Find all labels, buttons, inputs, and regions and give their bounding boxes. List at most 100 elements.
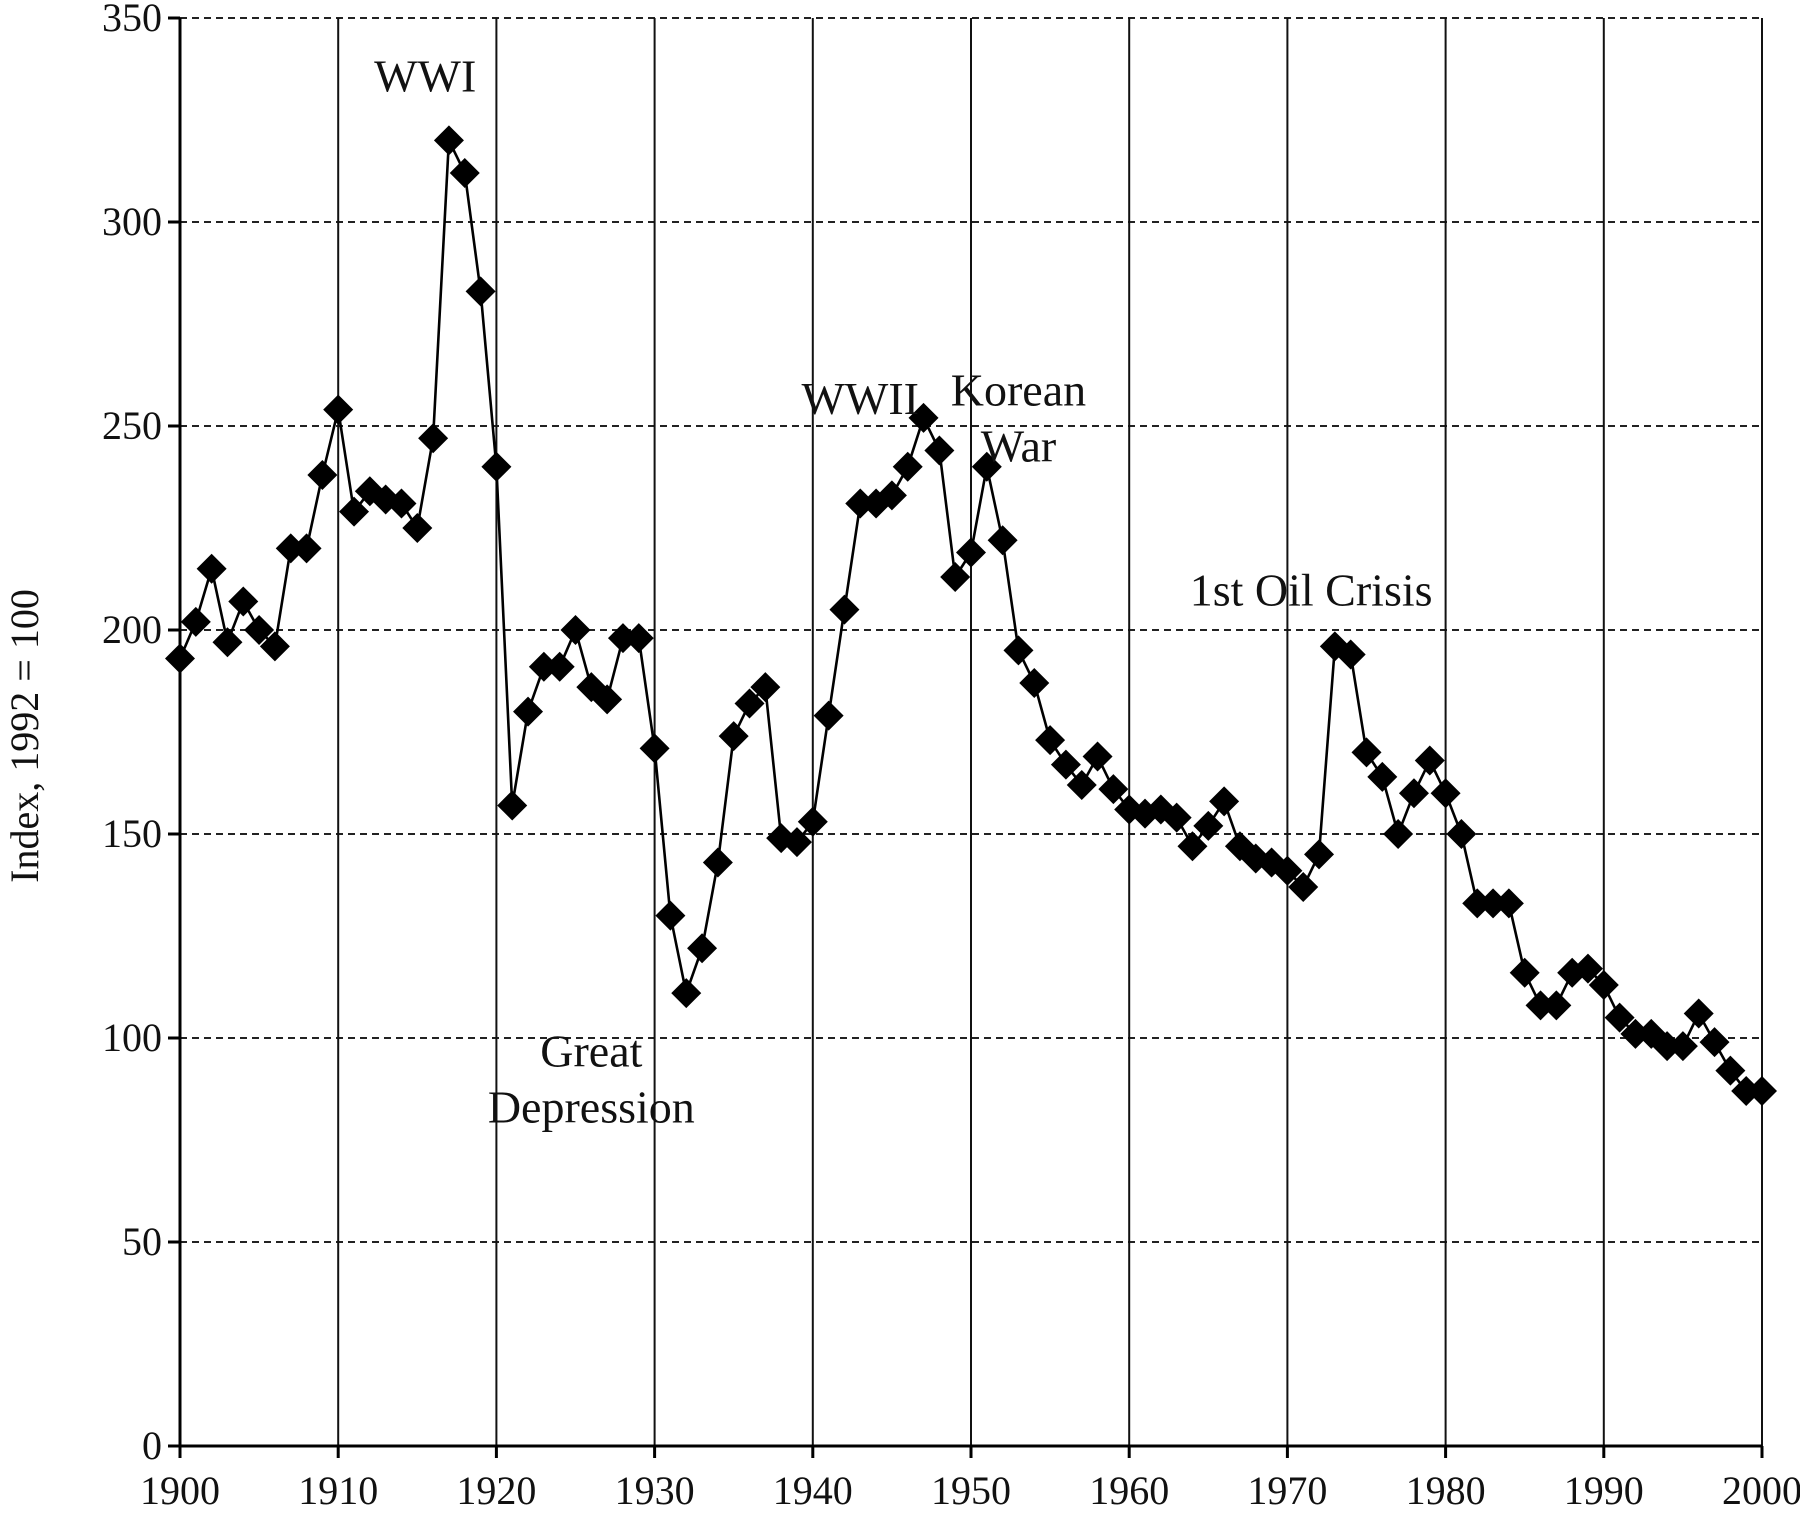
data-point <box>1652 1031 1683 1062</box>
data-point <box>1747 1076 1777 1107</box>
data-point <box>1446 819 1477 849</box>
data-point <box>339 496 370 527</box>
data-point <box>592 684 623 715</box>
data-point <box>1588 969 1619 1000</box>
axes <box>168 16 1764 1458</box>
data-point <box>1525 990 1556 1021</box>
data-point <box>1177 831 1208 862</box>
data-point <box>165 643 195 674</box>
data-point <box>876 480 907 511</box>
data-point <box>275 533 306 564</box>
data-point <box>1098 774 1129 805</box>
data-point <box>750 672 781 703</box>
data-point <box>1715 1055 1746 1086</box>
data-point <box>734 688 765 719</box>
data-point <box>971 451 1002 482</box>
data-point <box>702 847 733 878</box>
data-point <box>956 537 986 568</box>
data-point <box>560 615 591 645</box>
x-tick-label: 1920 <box>456 1468 536 1513</box>
data-point <box>1541 990 1572 1021</box>
data-point <box>1604 1002 1635 1033</box>
x-tick-label: 1940 <box>773 1468 853 1513</box>
data-point <box>813 700 844 731</box>
y-tick-label: 50 <box>122 1219 162 1264</box>
data-point <box>1383 819 1414 849</box>
data-point <box>940 561 971 592</box>
data-point <box>323 394 354 425</box>
data-point <box>513 696 544 727</box>
y-tick-label: 0 <box>142 1423 162 1468</box>
data-point <box>687 933 718 964</box>
data-point <box>1193 810 1224 841</box>
data-point <box>1398 778 1429 809</box>
data-point <box>402 513 433 543</box>
annotation-label: Great <box>540 1026 642 1077</box>
data-series <box>165 125 1777 1107</box>
data-point <box>1478 888 1509 919</box>
data-point <box>1161 802 1192 833</box>
data-point <box>418 423 449 454</box>
data-point <box>307 459 338 490</box>
y-tick-label: 300 <box>102 199 162 244</box>
data-point <box>1572 953 1603 984</box>
data-point <box>924 435 955 466</box>
data-point <box>718 721 749 752</box>
data-point <box>671 978 702 1009</box>
data-point <box>829 594 860 625</box>
data-point <box>196 553 227 584</box>
data-point <box>1667 1031 1698 1062</box>
data-point <box>607 623 638 654</box>
data-point <box>244 615 275 645</box>
x-tick-label: 1960 <box>1089 1468 1169 1513</box>
x-tick-label: 2000 <box>1722 1468 1800 1513</box>
data-point <box>781 827 812 858</box>
data-point <box>449 158 480 189</box>
data-point <box>892 451 923 482</box>
data-point <box>1414 745 1445 776</box>
annotation-label: 1st Oil Crisis <box>1190 565 1433 616</box>
data-point <box>465 276 496 307</box>
x-tick-label: 1980 <box>1406 1468 1486 1513</box>
y-tick-label: 250 <box>102 403 162 448</box>
data-point <box>497 790 528 821</box>
data-point <box>481 451 512 482</box>
data-point <box>1699 1027 1730 1058</box>
data-point <box>797 806 828 837</box>
annotation-label: Depression <box>488 1082 695 1133</box>
tick-labels: 0 50 100 150 200 250 300 350 1900 1910 1920 1930 194… <box>102 0 1800 1513</box>
data-point <box>1462 888 1493 919</box>
data-point <box>845 488 876 519</box>
annotation-label: WWI <box>374 50 476 101</box>
y-tick-label: 100 <box>102 1015 162 1060</box>
data-point <box>1003 635 1034 666</box>
data-point <box>1209 786 1240 817</box>
data-point <box>1035 725 1066 756</box>
annotation-label: Korean <box>951 365 1086 416</box>
data-point <box>528 651 559 682</box>
data-point <box>623 623 654 654</box>
data-point <box>212 627 243 658</box>
data-point <box>1288 872 1319 903</box>
annotation-label: WWII <box>802 373 919 424</box>
data-point <box>1620 1018 1651 1049</box>
x-tick-label: 1910 <box>298 1468 378 1513</box>
data-point <box>1019 668 1050 699</box>
x-tick-label: 1990 <box>1564 1468 1644 1513</box>
data-point <box>1335 639 1366 670</box>
data-point <box>1731 1076 1762 1107</box>
data-point <box>433 125 464 156</box>
x-tick-label: 1950 <box>931 1468 1011 1513</box>
data-point <box>1082 741 1113 772</box>
y-tick-label: 150 <box>102 811 162 856</box>
data-point <box>291 533 322 564</box>
data-point <box>1272 855 1303 886</box>
data-point <box>1493 888 1524 919</box>
data-point <box>1351 737 1382 768</box>
x-tick-label: 1900 <box>140 1468 220 1513</box>
data-point <box>1050 749 1081 780</box>
data-point <box>1066 770 1097 801</box>
